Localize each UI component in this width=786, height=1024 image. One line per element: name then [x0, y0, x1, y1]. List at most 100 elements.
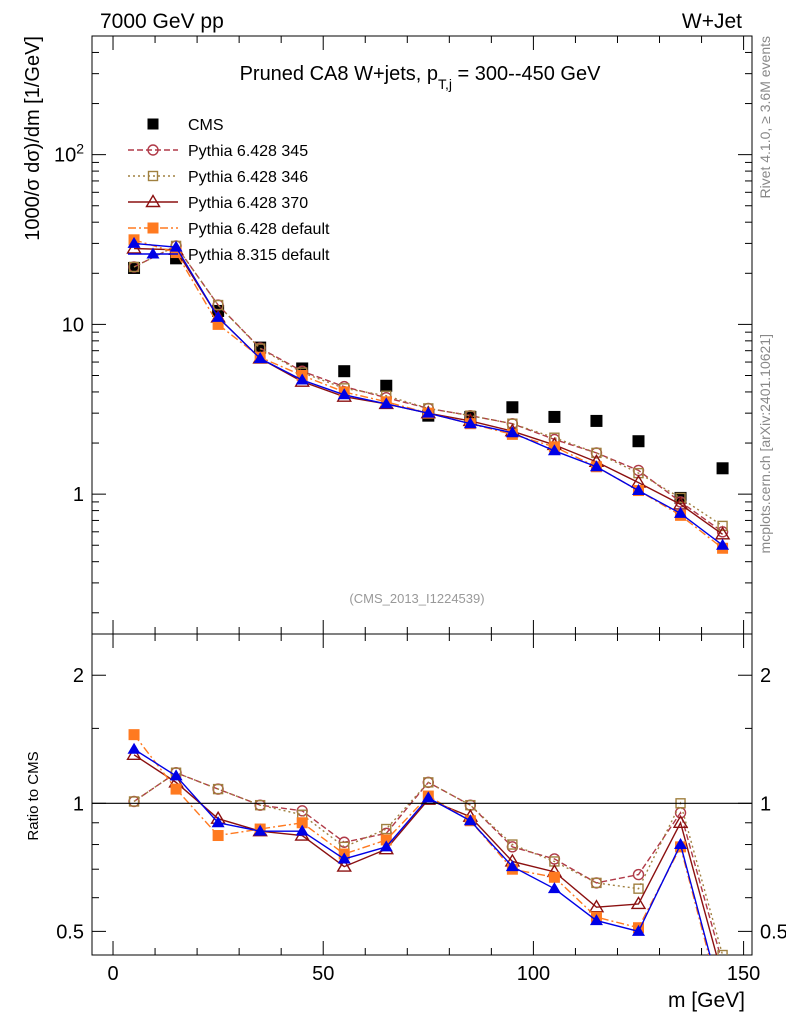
x-axis-label: m [GeV]	[668, 989, 745, 1012]
point-pythia-6-428-346	[633, 467, 644, 479]
x-tick-label: 0	[107, 963, 118, 985]
rivet-version-label: Rivet 4.1.0, ≥ 3.6M events	[757, 36, 773, 199]
point-pythia-8-315-default	[463, 417, 477, 429]
y-tick-label: 10	[62, 314, 84, 336]
ratio-point-pythia-8-315-default	[253, 824, 267, 836]
point-pythia-6-428-346	[591, 447, 602, 459]
ratio-line-pythia-6-428-346	[133, 771, 724, 955]
ratio-point-pythia-8-315-default	[337, 852, 351, 864]
y-tick-base: 1	[73, 484, 84, 506]
point-pythia-8-315-default	[547, 444, 561, 456]
ratio-point-pythia-6-428-345	[632, 868, 645, 881]
ratio-tick-label-left: 1	[73, 793, 84, 815]
ratio-tick-label-right: 2	[760, 665, 771, 687]
chart-title-rest: = 300--450 GeV	[452, 63, 601, 85]
legend-item-pythia-6-428-370: Pythia 6.428 370	[128, 194, 308, 212]
x-tick-label: 100	[517, 963, 550, 985]
point-pythia-6-428-346	[675, 492, 686, 504]
ratio-point-pythia-8-315-default	[127, 742, 141, 754]
ratio-tick-label-left: 2	[73, 665, 84, 687]
x-axis: 0 50 100 150	[107, 36, 760, 985]
point-pythia-8-315-default	[295, 373, 309, 385]
ratio-point-pythia-6-428-346	[212, 783, 224, 795]
ratio-point-pythia-6-428-346	[254, 799, 266, 811]
ratio-point-pythia-8-315-default	[211, 816, 225, 828]
y-tick-base: 10	[62, 314, 84, 336]
legend-label: Pythia 8.315 default	[188, 247, 330, 264]
point-pythia-8-315-default	[211, 310, 225, 322]
ratio-point-pythia-6-428-370	[336, 858, 352, 872]
series-line-pythia-8-315-default	[133, 242, 723, 546]
chart-title-sub: T,j	[438, 76, 452, 92]
legend-marker	[147, 144, 159, 156]
point-cms	[632, 435, 645, 448]
ratio-point-pythia-8-315-default	[631, 924, 645, 936]
legend-label: Pythia 6.428 default	[188, 221, 330, 238]
legend-item-cms: CMS	[147, 117, 224, 134]
ratio-point-pythia-6-428-default	[128, 729, 140, 741]
point-pythia-8-315-default	[127, 236, 141, 248]
ratio-point-pythia-8-315-default	[295, 824, 309, 836]
chart-title: Pruned CA8 W+jets, pT,j = 300--450 GeV	[240, 63, 602, 92]
point-pythia-8-315-default	[337, 388, 351, 400]
ratio-point-pythia-6-428-346	[128, 796, 140, 807]
point-cms	[506, 401, 519, 414]
point-cms	[380, 379, 393, 392]
y-axis-label: 1000/σ dσ)/dm [1/GeV]	[22, 36, 44, 241]
y-tick-label: 1	[73, 484, 84, 506]
x-tick-label: 150	[727, 963, 760, 985]
legend-label: Pythia 6.428 346	[188, 169, 308, 186]
ratio-axis-layer: 0.5 0.5 1 1 2 2	[56, 665, 786, 943]
y-tick-base: 10	[54, 145, 76, 167]
ratio-point-pythia-8-315-default	[674, 838, 688, 850]
point-pythia-6-428-346	[128, 261, 140, 273]
legend-marker	[146, 247, 160, 259]
x-tick-label: 50	[312, 963, 334, 985]
ratio-point-pythia-8-315-default	[463, 814, 477, 826]
legend-item-pythia-6-428-346: Pythia 6.428 346	[128, 169, 308, 186]
ratio-point-pythia-6-428-346	[717, 949, 728, 955]
point-pythia-8-315-default	[674, 506, 688, 518]
point-pythia-6-428-default	[212, 318, 224, 330]
legend-label: CMS	[188, 117, 224, 134]
ratio-point-pythia-6-428-346	[381, 823, 392, 835]
series-line-pythia-6-428-345	[133, 245, 723, 533]
ratio-point-pythia-6-428-default	[548, 871, 560, 883]
point-pythia-8-315-default	[631, 484, 645, 496]
chart-title-main: Pruned CA8 W+jets, p	[240, 63, 438, 85]
ratio-point-pythia-8-315-default	[421, 791, 435, 803]
ratio-point-pythia-6-428-default	[380, 834, 392, 846]
legend-item-pythia-6-428-default: Pythia 6.428 default	[128, 221, 330, 238]
energy-label: 7000 GeV pp	[100, 10, 224, 33]
ratio-point-pythia-8-315-default	[547, 882, 561, 894]
ratio-point-pythia-8-315-default	[169, 769, 183, 781]
ratio-tick-label-left: 0.5	[56, 921, 84, 943]
ratio-point-pythia-6-428-370	[672, 814, 689, 828]
ratio-point-pythia-6-428-346	[507, 839, 518, 850]
mcplots-credit-label: mcplots.cern.ch [arXiv:2401.10621]	[757, 334, 773, 553]
ratio-point-pythia-8-315-default	[379, 840, 393, 852]
point-cms	[548, 410, 561, 423]
ratio-tick-label-right: 0.5	[760, 921, 786, 943]
ratio-data-layer	[126, 729, 728, 955]
ratio-point-pythia-8-315-default	[505, 860, 519, 872]
point-pythia-8-315-default	[379, 397, 393, 409]
ratio-axis-label: Ratio to CMS	[25, 751, 42, 840]
legend-marker	[147, 222, 159, 234]
point-pythia-6-428-346	[717, 520, 728, 532]
series-line-pythia-6-428-346	[133, 245, 723, 527]
process-label: W+Jet	[682, 10, 742, 33]
y-tick-exponent: 2	[76, 141, 84, 157]
ratio-point-pythia-6-428-346	[591, 877, 602, 889]
ratio-tick-label-right: 1	[760, 793, 771, 815]
legend-marker	[147, 170, 159, 182]
point-pythia-8-315-default	[253, 351, 267, 363]
ratio-point-pythia-6-428-346	[423, 777, 434, 788]
legend: CMS Pythia 6.428 345 Pythia 6.428 346 Pythi…	[128, 117, 330, 264]
point-pythia-8-315-default	[716, 538, 730, 550]
point-pythia-8-315-default	[589, 460, 603, 472]
legend-label: Pythia 6.428 370	[188, 195, 308, 212]
point-pythia-8-315-default	[169, 240, 183, 252]
